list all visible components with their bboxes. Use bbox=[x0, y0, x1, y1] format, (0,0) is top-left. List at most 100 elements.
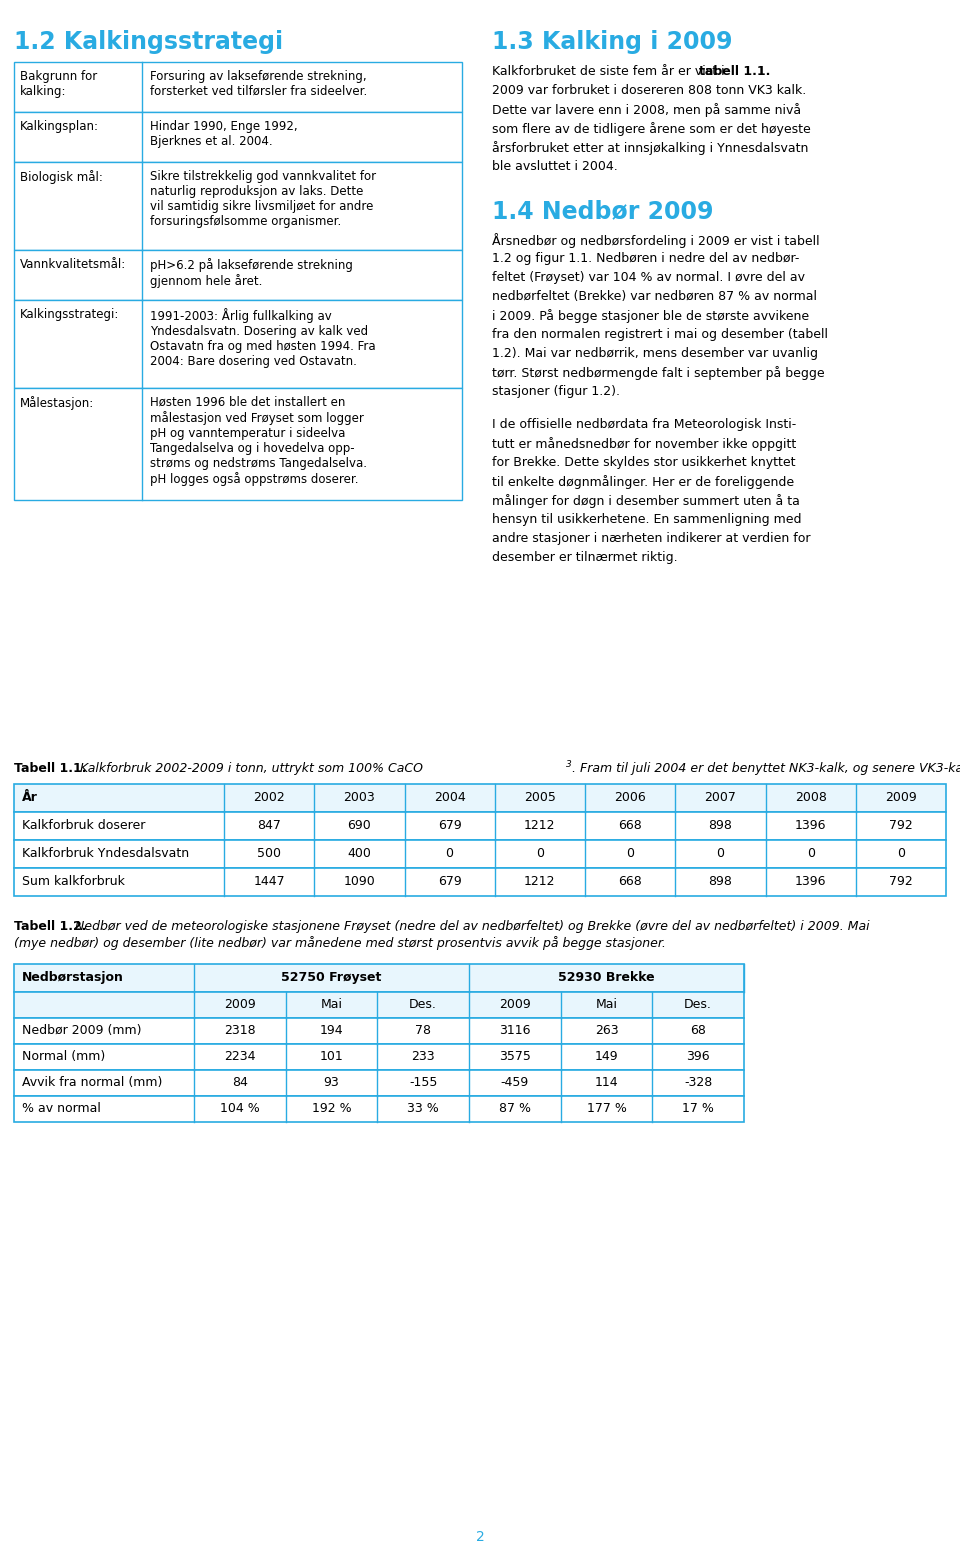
Text: 68: 68 bbox=[690, 1024, 707, 1036]
Text: hensyn til usikkerhetene. En sammenligning med: hensyn til usikkerhetene. En sammenligni… bbox=[492, 513, 802, 526]
Text: tabell 1.1.: tabell 1.1. bbox=[699, 65, 771, 78]
Text: 2234: 2234 bbox=[224, 1050, 255, 1063]
Text: 194: 194 bbox=[320, 1024, 344, 1036]
Text: 0: 0 bbox=[536, 846, 544, 860]
Text: I: I bbox=[756, 65, 764, 78]
Text: 396: 396 bbox=[686, 1050, 710, 1063]
Text: Des.: Des. bbox=[409, 997, 437, 1011]
Text: 1.2 og figur 1.1. Nedbøren i nedre del av nedbør-: 1.2 og figur 1.1. Nedbøren i nedre del a… bbox=[492, 252, 800, 265]
Text: 1.2). Mai var nedbørrik, mens desember var uvanlig: 1.2). Mai var nedbørrik, mens desember v… bbox=[492, 347, 818, 359]
Text: tutt er månedsnedbør for november ikke oppgitt: tutt er månedsnedbør for november ikke o… bbox=[492, 437, 796, 451]
Text: 2: 2 bbox=[475, 1530, 485, 1544]
Text: Mai: Mai bbox=[595, 997, 617, 1011]
Text: 1.2 Kalkingsstrategi: 1.2 Kalkingsstrategi bbox=[14, 30, 283, 54]
Text: årsforbruket etter at innsjøkalking i Ynnesdalsvatn: årsforbruket etter at innsjøkalking i Yn… bbox=[492, 142, 808, 156]
Text: 0: 0 bbox=[897, 846, 905, 860]
Text: 192 %: 192 % bbox=[312, 1102, 351, 1116]
Text: Høsten 1996 ble det installert en
målestasjon ved Frøyset som logger
pH og vannt: Høsten 1996 ble det installert en målest… bbox=[150, 395, 367, 487]
Text: 3: 3 bbox=[566, 759, 572, 769]
Text: 1396: 1396 bbox=[795, 874, 827, 888]
Bar bbox=[14, 251, 462, 300]
Text: 1.3 Kalking i 2009: 1.3 Kalking i 2009 bbox=[492, 30, 732, 54]
Bar bbox=[14, 162, 462, 251]
Text: 2007: 2007 bbox=[705, 790, 736, 804]
Text: 1.4 Nedbør 2009: 1.4 Nedbør 2009 bbox=[492, 199, 713, 223]
Text: 52750 Frøyset: 52750 Frøyset bbox=[281, 971, 382, 983]
Text: Tabell 1.1.: Tabell 1.1. bbox=[14, 762, 86, 775]
Text: Forsuring av lakseførende strekning,
forsterket ved tilførsler fra sideelver.: Forsuring av lakseførende strekning, for… bbox=[150, 70, 368, 98]
Text: 1396: 1396 bbox=[795, 818, 827, 832]
Text: feltet (Frøyset) var 104 % av normal. I øvre del av: feltet (Frøyset) var 104 % av normal. I … bbox=[492, 271, 805, 285]
Text: . Fram til juli 2004 er det benyttet NK3-kalk, og senere VK3-kalk.: . Fram til juli 2004 er det benyttet NK3… bbox=[572, 762, 960, 775]
Text: Kalkforbruket de siste fem år er vist i: Kalkforbruket de siste fem år er vist i bbox=[492, 65, 729, 78]
Text: 668: 668 bbox=[618, 818, 642, 832]
Text: -155: -155 bbox=[409, 1077, 438, 1089]
Text: nedbørfeltet (Brekke) var nedbøren 87 % av normal: nedbørfeltet (Brekke) var nedbøren 87 % … bbox=[492, 289, 817, 303]
Text: 2002: 2002 bbox=[253, 790, 285, 804]
Text: 2004: 2004 bbox=[434, 790, 466, 804]
Text: Målestasjon:: Målestasjon: bbox=[20, 395, 94, 409]
Text: 0: 0 bbox=[445, 846, 454, 860]
Text: Sum kalkforbruk: Sum kalkforbruk bbox=[22, 874, 125, 888]
Text: Nedbørstasjon: Nedbørstasjon bbox=[22, 971, 124, 983]
Text: Årsnedbør og nedbørsfordeling i 2009 er vist i tabell: Årsnedbør og nedbørsfordeling i 2009 er … bbox=[492, 233, 820, 247]
Text: Kalkforbruk 2002-2009 i tonn, uttrykt som 100% CaCO: Kalkforbruk 2002-2009 i tonn, uttrykt so… bbox=[80, 762, 423, 775]
Text: 84: 84 bbox=[232, 1077, 248, 1089]
Bar bbox=[14, 840, 946, 868]
Text: Kalkingsplan:: Kalkingsplan: bbox=[20, 120, 99, 132]
Bar bbox=[14, 965, 744, 993]
Text: 2318: 2318 bbox=[224, 1024, 255, 1036]
Text: (mye nedbør) og desember (lite nedbør) var månedene med størst prosentvis avvik : (mye nedbør) og desember (lite nedbør) v… bbox=[14, 937, 666, 951]
Text: 792: 792 bbox=[889, 874, 913, 888]
Text: pH>6.2 på lakseførende strekning
gjennom hele året.: pH>6.2 på lakseførende strekning gjennom… bbox=[150, 258, 353, 288]
Text: 0: 0 bbox=[716, 846, 725, 860]
Text: Des.: Des. bbox=[684, 997, 712, 1011]
Text: 149: 149 bbox=[594, 1050, 618, 1063]
Text: 847: 847 bbox=[257, 818, 281, 832]
Text: 87 %: 87 % bbox=[499, 1102, 531, 1116]
Text: -459: -459 bbox=[501, 1077, 529, 1089]
Text: 3575: 3575 bbox=[499, 1050, 531, 1063]
Text: 2006: 2006 bbox=[614, 790, 646, 804]
Text: fra den normalen registrert i mai og desember (tabell: fra den normalen registrert i mai og des… bbox=[492, 328, 828, 341]
Text: Nedbør 2009 (mm): Nedbør 2009 (mm) bbox=[22, 1024, 141, 1036]
Text: Nedbør ved de meteorologiske stasjonene Frøyset (nedre del av nedbørfeltet) og B: Nedbør ved de meteorologiske stasjonene … bbox=[75, 920, 870, 934]
Text: ble avsluttet i 2004.: ble avsluttet i 2004. bbox=[492, 160, 617, 173]
Text: 1447: 1447 bbox=[253, 874, 285, 888]
Text: 0: 0 bbox=[806, 846, 815, 860]
Bar bbox=[14, 868, 946, 896]
Bar bbox=[14, 112, 462, 162]
Text: til enkelte døgnmålinger. Her er de foreliggende: til enkelte døgnmålinger. Her er de fore… bbox=[492, 475, 794, 489]
Text: 1212: 1212 bbox=[524, 818, 556, 832]
Bar bbox=[14, 62, 462, 112]
Text: Vannkvalitetsmål:: Vannkvalitetsmål: bbox=[20, 258, 127, 271]
Text: målinger for døgn i desember summert uten å ta: målinger for døgn i desember summert ute… bbox=[492, 493, 800, 507]
Text: 2003: 2003 bbox=[344, 790, 375, 804]
Text: 400: 400 bbox=[348, 846, 372, 860]
Text: 33 %: 33 % bbox=[407, 1102, 439, 1116]
Text: 104 %: 104 % bbox=[220, 1102, 260, 1116]
Text: 1991-2003: Årlig fullkalking av
Yndesdalsvatn. Dosering av kalk ved
Ostavatn fra: 1991-2003: Årlig fullkalking av Yndesdal… bbox=[150, 308, 375, 367]
Text: stasjoner (figur 1.2).: stasjoner (figur 1.2). bbox=[492, 384, 620, 398]
Text: Hindar 1990, Enge 1992,
Bjerknes et al. 2004.: Hindar 1990, Enge 1992, Bjerknes et al. … bbox=[150, 120, 298, 148]
Text: -328: -328 bbox=[684, 1077, 712, 1089]
Bar bbox=[14, 784, 946, 812]
Text: 263: 263 bbox=[594, 1024, 618, 1036]
Text: Tabell 1.2.: Tabell 1.2. bbox=[14, 920, 86, 934]
Text: andre stasjoner i nærheten indikerer at verdien for: andre stasjoner i nærheten indikerer at … bbox=[492, 532, 810, 545]
Bar bbox=[14, 812, 946, 840]
Bar bbox=[14, 300, 462, 387]
Text: 52930 Brekke: 52930 Brekke bbox=[558, 971, 655, 983]
Text: 792: 792 bbox=[889, 818, 913, 832]
Text: for Brekke. Dette skyldes stor usikkerhet knyttet: for Brekke. Dette skyldes stor usikkerhe… bbox=[492, 456, 796, 468]
Text: 2005: 2005 bbox=[524, 790, 556, 804]
Text: tørr. Størst nedbørmengde falt i september på begge: tørr. Størst nedbørmengde falt i septemb… bbox=[492, 366, 825, 380]
Text: Kalkingsstrategi:: Kalkingsstrategi: bbox=[20, 308, 119, 321]
Text: 114: 114 bbox=[594, 1077, 618, 1089]
Bar bbox=[14, 993, 744, 1018]
Text: 17 %: 17 % bbox=[683, 1102, 714, 1116]
Text: Sikre tilstrekkelig god vannkvalitet for
naturlig reproduksjon av laks. Dette
vi: Sikre tilstrekkelig god vannkvalitet for… bbox=[150, 170, 376, 229]
Text: 2009: 2009 bbox=[499, 997, 531, 1011]
Bar bbox=[14, 1044, 744, 1071]
Text: År: År bbox=[22, 790, 37, 804]
